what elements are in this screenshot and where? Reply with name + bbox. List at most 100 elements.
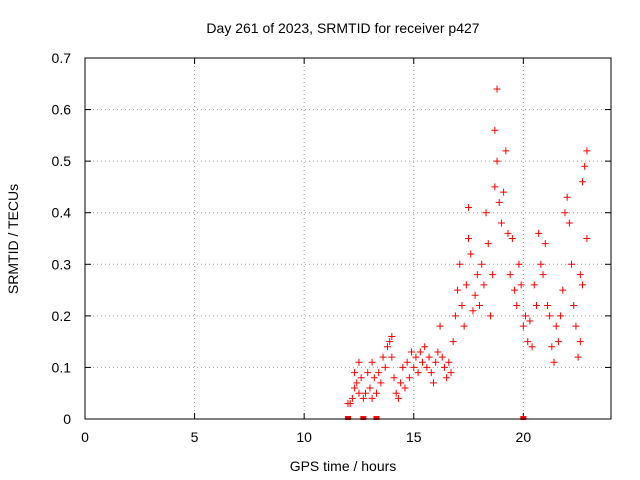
data-point — [401, 384, 409, 392]
y-tick-label: 0.1 — [52, 359, 72, 375]
data-point — [543, 302, 551, 310]
data-point — [495, 198, 503, 206]
data-point — [579, 281, 587, 289]
data-point — [425, 353, 433, 361]
data-point — [554, 338, 562, 346]
data-point — [372, 389, 380, 397]
data-point — [526, 317, 534, 325]
data-point — [574, 353, 582, 361]
data-point — [399, 363, 407, 371]
data-point — [410, 363, 418, 371]
data-point — [357, 374, 365, 382]
data-point — [394, 394, 402, 402]
data-point — [419, 358, 427, 366]
data-point — [559, 286, 567, 294]
y-tick-labels: 0 0.1 0.2 0.3 0.4 0.5 0.6 0.7 — [52, 50, 72, 427]
data-point — [388, 332, 396, 340]
data-point — [491, 126, 499, 134]
data-point — [432, 358, 440, 366]
grid-lines — [85, 58, 611, 419]
data-point — [408, 348, 416, 356]
data-point — [480, 281, 488, 289]
data-point — [537, 260, 545, 268]
data-point — [454, 286, 462, 294]
data-point — [583, 147, 591, 155]
data-point — [528, 343, 536, 351]
data-point — [524, 338, 532, 346]
data-point — [447, 369, 455, 377]
data-point — [576, 338, 584, 346]
data-point — [557, 312, 565, 320]
data-point — [522, 312, 530, 320]
data-point — [519, 322, 527, 330]
data-point — [493, 85, 501, 93]
y-tick-label: 0.3 — [52, 256, 72, 272]
data-point — [465, 235, 473, 242]
data-point — [355, 358, 363, 366]
data-point — [471, 291, 479, 299]
data-point — [368, 358, 376, 366]
data-point — [583, 235, 591, 242]
data-point — [443, 374, 451, 382]
data-point — [530, 281, 538, 289]
data-point — [351, 369, 359, 377]
y-tick-label: 0.6 — [52, 102, 72, 118]
data-point — [568, 260, 576, 268]
zero-data-point — [373, 416, 380, 420]
data-point — [386, 338, 394, 346]
y-tick-label: 0.5 — [52, 153, 72, 169]
data-point — [416, 348, 424, 356]
data-point — [460, 322, 468, 330]
data-point — [429, 379, 437, 387]
zero-data-point — [360, 416, 367, 420]
data-point — [517, 281, 525, 289]
data-point — [462, 281, 470, 289]
data-point — [412, 353, 420, 361]
data-point — [476, 302, 483, 310]
data-point — [359, 394, 367, 402]
data-point — [511, 286, 519, 294]
data-point — [368, 394, 376, 402]
data-point — [570, 302, 578, 310]
data-point — [355, 389, 363, 397]
zero-data-point — [345, 416, 351, 420]
data-point — [392, 389, 400, 397]
data-point — [486, 312, 494, 320]
x-tick-label: 5 — [191, 429, 199, 445]
y-tick-label: 0.7 — [52, 50, 72, 66]
x-tick-label: 10 — [296, 429, 312, 445]
data-point — [381, 363, 389, 371]
y-tick-label: 0 — [63, 411, 71, 427]
x-tick-label: 20 — [516, 429, 532, 445]
data-point — [423, 363, 431, 371]
zero-data-point — [520, 416, 527, 420]
data-point — [434, 348, 442, 356]
x-axis-label: GPS time / hours — [290, 458, 397, 474]
data-point — [353, 379, 361, 387]
data-point — [579, 178, 587, 186]
data-point — [482, 209, 490, 217]
data-point — [535, 229, 543, 237]
data-point — [563, 193, 571, 201]
data-point — [513, 302, 521, 310]
plot-frame — [84, 57, 612, 420]
data-point — [397, 379, 405, 387]
data-point — [379, 353, 387, 361]
data-point — [348, 394, 356, 402]
data-point — [497, 219, 505, 227]
data-point — [576, 271, 584, 279]
data-point — [550, 358, 558, 366]
y-axis-label: SRMTID / TECUs — [5, 184, 21, 294]
data-point — [458, 302, 466, 310]
data-point — [469, 307, 477, 315]
x-tick-label: 15 — [406, 429, 422, 445]
data-point — [491, 183, 499, 191]
data-point — [403, 358, 411, 366]
data-point — [377, 379, 385, 387]
data-point — [478, 260, 486, 268]
data-point — [414, 369, 422, 377]
data-point — [436, 322, 444, 330]
axis-ticks — [84, 57, 611, 420]
data-point — [383, 343, 391, 351]
